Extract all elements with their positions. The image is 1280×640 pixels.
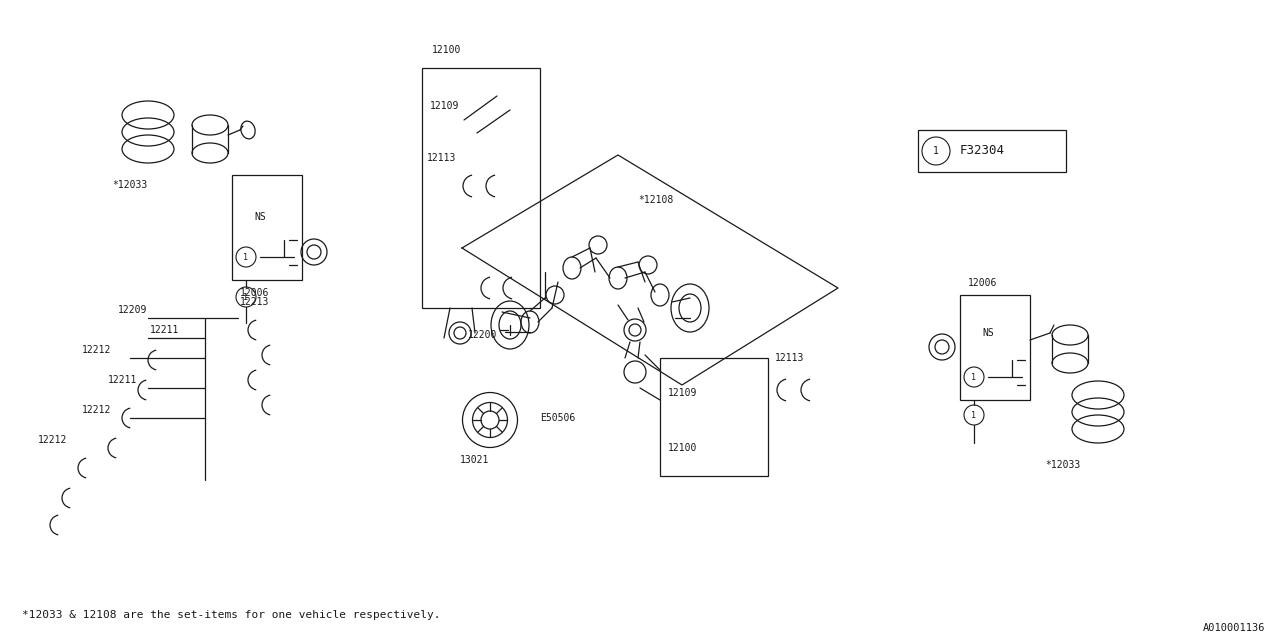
Text: 12211: 12211 — [150, 325, 179, 335]
Text: E50506: E50506 — [540, 413, 575, 423]
Bar — [960, 295, 1030, 400]
Text: 1: 1 — [972, 372, 977, 381]
Text: 12213: 12213 — [241, 297, 269, 307]
Text: 12211: 12211 — [108, 375, 137, 385]
Text: F32304: F32304 — [960, 145, 1005, 157]
Text: 1: 1 — [243, 253, 248, 262]
Text: NS: NS — [982, 328, 993, 338]
Text: 1: 1 — [972, 410, 977, 419]
Text: NS: NS — [253, 212, 266, 222]
Text: *12033: *12033 — [113, 180, 147, 190]
Bar — [918, 130, 1066, 172]
Text: 12200: 12200 — [468, 330, 498, 340]
Text: *12033: *12033 — [1044, 460, 1080, 470]
Text: 12100: 12100 — [668, 443, 698, 453]
Bar — [660, 358, 768, 476]
Text: 12212: 12212 — [82, 405, 111, 415]
Text: 12100: 12100 — [433, 45, 461, 55]
Text: 12212: 12212 — [82, 345, 111, 355]
Text: A010001136: A010001136 — [1202, 623, 1265, 633]
Text: 1: 1 — [243, 292, 248, 301]
Bar — [422, 68, 540, 308]
Text: 12006: 12006 — [241, 288, 269, 298]
Text: 12209: 12209 — [118, 305, 147, 315]
Text: 1: 1 — [933, 146, 940, 156]
Text: 12113: 12113 — [774, 353, 804, 363]
Text: 12212: 12212 — [38, 435, 68, 445]
Text: 12006: 12006 — [968, 278, 997, 288]
Text: 12113: 12113 — [428, 153, 457, 163]
Bar — [232, 175, 302, 280]
Text: *12033 & 12108 are the set-items for one vehicle respectively.: *12033 & 12108 are the set-items for one… — [22, 610, 440, 620]
Text: *12108: *12108 — [637, 195, 673, 205]
Text: 13021: 13021 — [460, 455, 489, 465]
Text: 12109: 12109 — [430, 101, 460, 111]
Text: 12109: 12109 — [668, 388, 698, 398]
